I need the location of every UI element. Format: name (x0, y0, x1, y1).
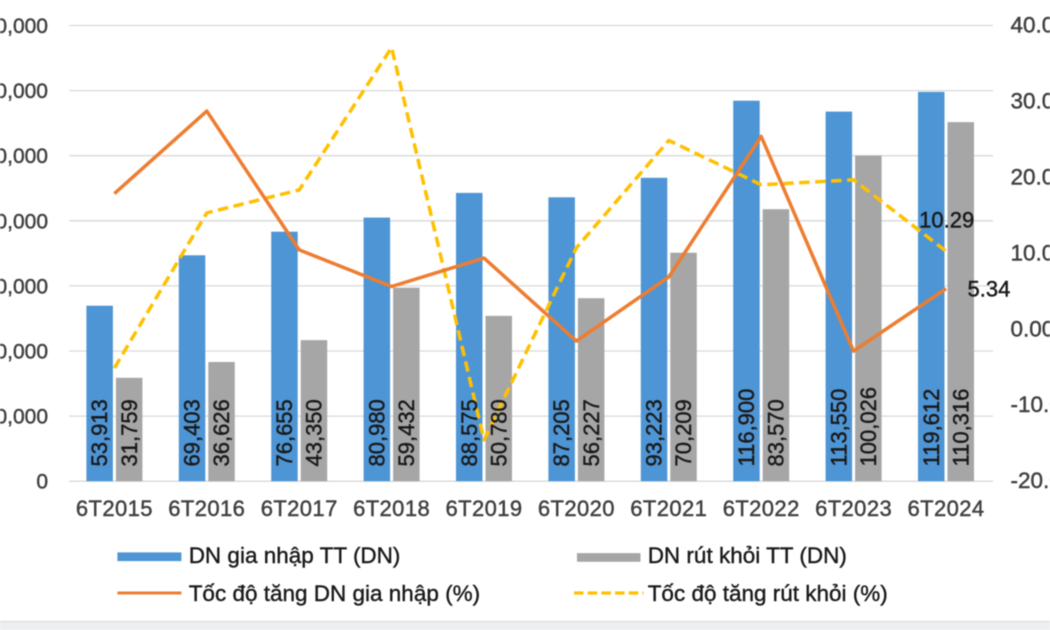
svg-text:6T2019: 6T2019 (445, 496, 522, 521)
svg-text:88,575: 88,575 (457, 399, 482, 466)
svg-text:6T2018: 6T2018 (353, 496, 430, 521)
svg-text:43,350: 43,350 (302, 399, 327, 466)
svg-text:93,223: 93,223 (642, 399, 667, 466)
svg-text:DN gia nhập TT (DN): DN gia nhập TT (DN) (189, 543, 401, 568)
svg-text:6T2023: 6T2023 (815, 496, 892, 521)
svg-text:10.29: 10.29 (919, 208, 974, 233)
svg-text:36,626: 36,626 (209, 399, 234, 466)
svg-text:DN rút khỏi TT (DN): DN rút khỏi TT (DN) (648, 543, 847, 568)
svg-text:100,026: 100,026 (856, 387, 881, 467)
svg-text:10.00: 10.00 (1011, 240, 1050, 265)
svg-text:53,913: 53,913 (87, 399, 112, 466)
svg-text:Tốc độ tăng rút khỏi (%): Tốc độ tăng rút khỏi (%) (648, 581, 888, 606)
svg-text:76,655: 76,655 (272, 399, 297, 466)
svg-text:0.00: 0.00 (1011, 316, 1050, 341)
svg-text:119,612: 119,612 (919, 389, 944, 467)
svg-text:40.00: 40.00 (1011, 13, 1050, 38)
svg-text:40,000: 40,000 (0, 341, 48, 364)
svg-text:6T2016: 6T2016 (168, 496, 245, 521)
svg-text:6T2021: 6T2021 (630, 496, 707, 521)
svg-text:6T2020: 6T2020 (538, 496, 615, 521)
svg-text:70,209: 70,209 (671, 399, 696, 466)
svg-text:60,000: 60,000 (0, 275, 48, 298)
svg-text:6T2022: 6T2022 (723, 496, 800, 521)
svg-text:69,403: 69,403 (180, 399, 205, 466)
svg-text:113,550: 113,550 (827, 389, 852, 467)
svg-text:Tốc độ tăng DN gia nhập (%): Tốc độ tăng DN gia nhập (%) (189, 581, 480, 606)
svg-text:83,570: 83,570 (764, 399, 789, 466)
svg-text:50,780: 50,780 (486, 399, 511, 466)
svg-text:6T2024: 6T2024 (907, 496, 984, 521)
svg-text:80,000: 80,000 (0, 210, 48, 233)
svg-text:0: 0 (36, 471, 48, 494)
svg-text:5.34: 5.34 (968, 277, 1011, 302)
svg-text:87,205: 87,205 (549, 399, 574, 466)
svg-text:56,227: 56,227 (579, 399, 604, 466)
svg-text:-20.00: -20.00 (1011, 468, 1050, 493)
svg-text:116,900: 116,900 (734, 389, 759, 467)
svg-text:20,000: 20,000 (0, 406, 48, 429)
svg-text:31,759: 31,759 (117, 399, 142, 466)
svg-text:6T2015: 6T2015 (76, 496, 153, 521)
svg-text:6T2017: 6T2017 (261, 496, 338, 521)
svg-text:59,432: 59,432 (394, 399, 419, 466)
svg-text:110,316: 110,316 (948, 389, 973, 467)
svg-text:30.00: 30.00 (1011, 89, 1050, 114)
svg-text:80,980: 80,980 (365, 399, 390, 466)
svg-text:120,000: 120,000 (0, 80, 48, 103)
svg-text:100,000: 100,000 (0, 145, 48, 168)
svg-text:140,000: 140,000 (0, 15, 48, 38)
svg-text:20.00: 20.00 (1011, 164, 1050, 189)
svg-text:-10.00: -10.00 (1011, 392, 1050, 417)
